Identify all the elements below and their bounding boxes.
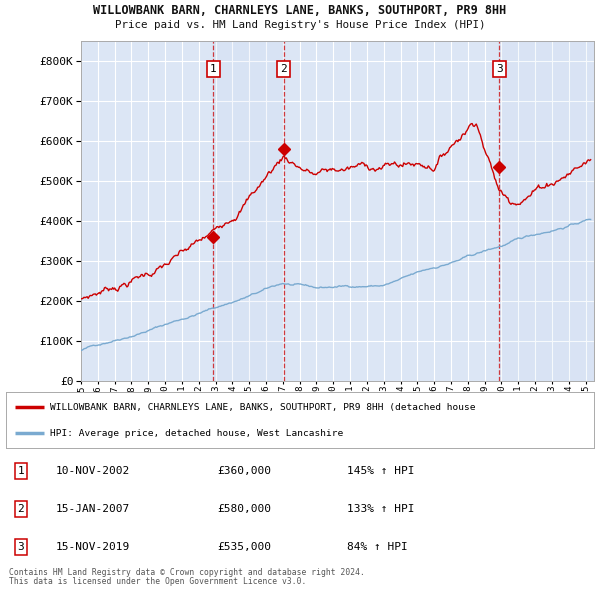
Text: £535,000: £535,000 — [218, 542, 272, 552]
Text: 15-JAN-2007: 15-JAN-2007 — [56, 504, 130, 514]
Text: 10-NOV-2002: 10-NOV-2002 — [56, 466, 130, 476]
Text: 2: 2 — [17, 504, 24, 514]
Text: 133% ↑ HPI: 133% ↑ HPI — [347, 504, 415, 514]
Text: 1: 1 — [17, 466, 24, 476]
Text: 15-NOV-2019: 15-NOV-2019 — [56, 542, 130, 552]
Bar — [499, 41, 594, 381]
Text: WILLOWBANK BARN, CHARNLEYS LANE, BANKS, SOUTHPORT, PR9 8HH: WILLOWBANK BARN, CHARNLEYS LANE, BANKS, … — [94, 4, 506, 17]
Text: WILLOWBANK BARN, CHARNLEYS LANE, BANKS, SOUTHPORT, PR9 8HH (detached house: WILLOWBANK BARN, CHARNLEYS LANE, BANKS, … — [50, 403, 476, 412]
Text: 84% ↑ HPI: 84% ↑ HPI — [347, 542, 408, 552]
Text: Contains HM Land Registry data © Crown copyright and database right 2024.: Contains HM Land Registry data © Crown c… — [9, 568, 365, 576]
Text: HPI: Average price, detached house, West Lancashire: HPI: Average price, detached house, West… — [50, 429, 343, 438]
Text: 145% ↑ HPI: 145% ↑ HPI — [347, 466, 415, 476]
Text: This data is licensed under the Open Government Licence v3.0.: This data is licensed under the Open Gov… — [9, 577, 307, 586]
Text: 2: 2 — [280, 64, 287, 74]
Text: £580,000: £580,000 — [218, 504, 272, 514]
Text: 3: 3 — [17, 542, 24, 552]
Text: 3: 3 — [496, 64, 503, 74]
Text: 1: 1 — [210, 64, 217, 74]
Text: Price paid vs. HM Land Registry's House Price Index (HPI): Price paid vs. HM Land Registry's House … — [115, 20, 485, 30]
Bar — [213, 41, 284, 381]
Text: £360,000: £360,000 — [218, 466, 272, 476]
